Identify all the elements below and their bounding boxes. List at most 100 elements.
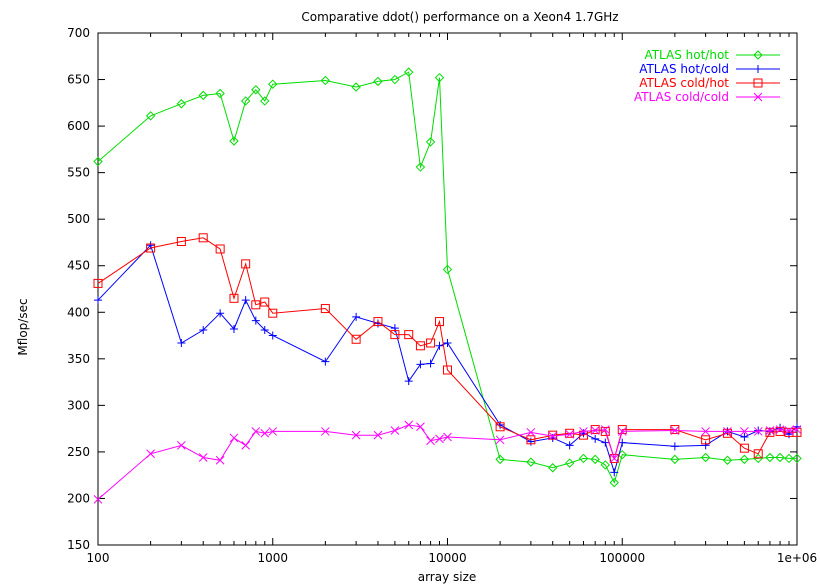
data-point xyxy=(229,293,239,303)
data-point xyxy=(701,427,710,436)
data-point xyxy=(701,435,711,445)
data-point xyxy=(618,438,627,447)
series-layer xyxy=(93,67,802,504)
data-point xyxy=(765,427,775,437)
series-4 xyxy=(93,420,802,504)
series-2 xyxy=(94,241,801,477)
data-point xyxy=(373,317,383,327)
data-point xyxy=(241,296,250,305)
data-point xyxy=(579,429,588,438)
legend-label: ATLAS hot/hot xyxy=(644,48,729,62)
data-point xyxy=(404,67,414,77)
data-point xyxy=(609,477,619,488)
y-tick-label: 200 xyxy=(67,491,90,505)
chart-title: Comparative ddot() performance on a Xeon… xyxy=(301,10,618,24)
data-point xyxy=(526,428,536,437)
y-tick-label: 400 xyxy=(67,305,90,319)
data-point xyxy=(526,457,536,467)
data-point xyxy=(93,495,103,504)
data-point xyxy=(251,427,261,436)
data-point xyxy=(260,297,270,307)
data-point xyxy=(268,427,278,436)
data-point xyxy=(416,360,425,369)
data-point xyxy=(93,278,103,288)
data-point xyxy=(241,441,251,450)
data-point xyxy=(426,359,435,368)
data-point xyxy=(739,443,749,453)
data-point xyxy=(229,325,238,334)
data-point xyxy=(215,455,225,465)
data-point xyxy=(351,430,361,440)
data-point xyxy=(373,76,383,87)
data-point xyxy=(670,425,680,435)
data-point xyxy=(590,454,600,465)
series-line xyxy=(97,244,798,475)
data-point xyxy=(251,85,261,95)
data-point xyxy=(775,452,785,463)
data-point xyxy=(526,437,535,446)
series-line xyxy=(97,424,798,500)
data-point xyxy=(425,137,436,147)
data-point xyxy=(722,428,732,438)
data-point xyxy=(404,377,413,386)
data-point xyxy=(754,65,762,73)
data-point xyxy=(260,96,270,106)
data-point xyxy=(260,325,269,334)
data-point xyxy=(443,338,452,347)
data-point xyxy=(416,422,425,432)
data-point xyxy=(739,454,750,465)
data-point xyxy=(251,300,261,310)
data-point xyxy=(565,429,574,439)
data-point xyxy=(548,431,558,441)
series-1 xyxy=(93,67,802,488)
legend-label: ATLAS hot/cold xyxy=(639,62,729,76)
data-point xyxy=(753,427,763,436)
data-point xyxy=(241,259,251,269)
series-line xyxy=(97,71,797,484)
data-point xyxy=(753,50,763,60)
data-point xyxy=(390,74,400,85)
x-tick-label: 100 xyxy=(87,551,110,565)
data-point xyxy=(495,422,505,432)
data-point xyxy=(601,438,610,447)
data-point xyxy=(268,331,277,340)
data-point xyxy=(216,309,225,318)
data-point xyxy=(670,442,679,451)
y-axis-label: Mflop/sec xyxy=(16,298,30,355)
data-point xyxy=(754,426,763,435)
data-point xyxy=(617,425,627,435)
data-point xyxy=(591,434,600,443)
data-point xyxy=(176,237,186,247)
data-point xyxy=(352,312,361,321)
data-point xyxy=(426,338,436,348)
data-point xyxy=(443,365,452,375)
data-point xyxy=(415,162,426,172)
x-tick-label: 1000 xyxy=(257,551,288,565)
data-point xyxy=(617,427,627,436)
data-point xyxy=(496,420,505,429)
data-point xyxy=(146,449,155,459)
legend-label: ATLAS cold/cold xyxy=(634,90,729,104)
data-point xyxy=(146,243,156,253)
y-tick-label: 550 xyxy=(67,166,90,180)
data-point xyxy=(145,111,156,121)
data-point xyxy=(753,449,763,459)
x-tick-label: 1e+06 xyxy=(777,551,817,565)
data-point xyxy=(198,233,208,243)
data-point xyxy=(723,427,732,436)
data-point xyxy=(740,427,749,436)
data-point xyxy=(753,78,763,88)
data-point xyxy=(600,426,610,436)
y-tick-label: 450 xyxy=(67,259,90,273)
data-point xyxy=(609,454,619,463)
data-point xyxy=(321,427,330,436)
data-point xyxy=(321,357,330,366)
data-point xyxy=(268,308,278,318)
data-point xyxy=(435,434,444,444)
plot-frame xyxy=(97,32,798,546)
data-point xyxy=(565,441,574,450)
data-point xyxy=(548,463,558,473)
data-point xyxy=(94,296,102,305)
data-point xyxy=(390,330,400,340)
